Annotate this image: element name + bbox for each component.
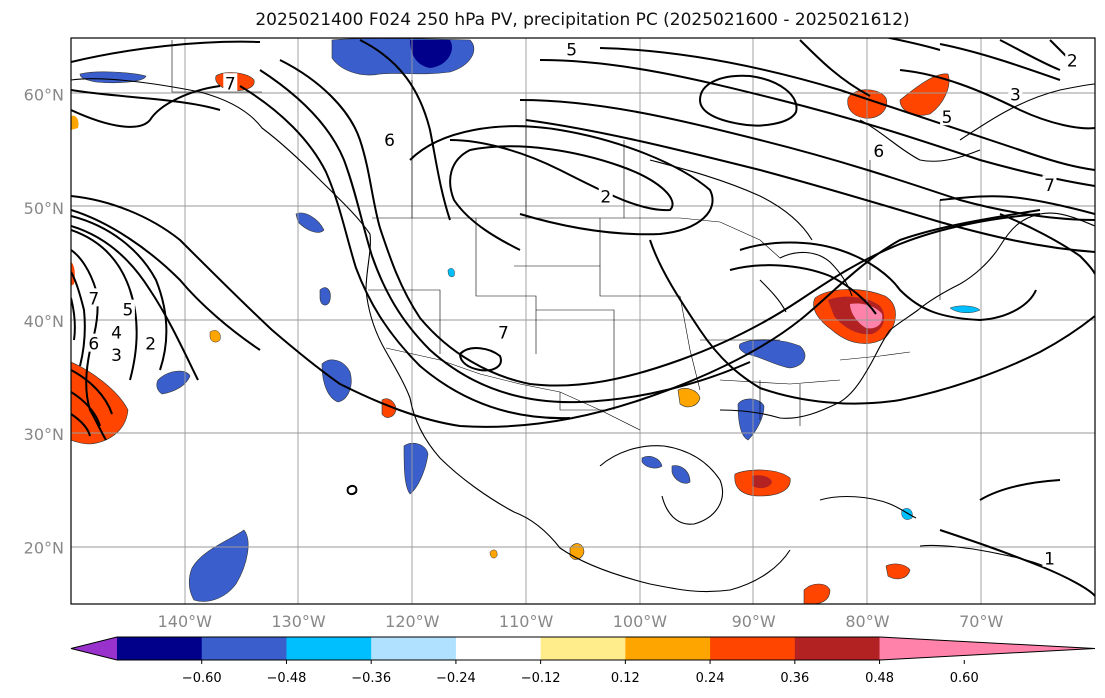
contour-label-background [1042,175,1057,194]
colorbar-tick-label: 0.36 [780,671,809,686]
colorbar-tick-label: −0.12 [521,671,561,686]
contour-label-background [940,107,955,126]
contour-label-background [1042,548,1057,567]
contour-label-background [382,129,397,148]
precip-negative-areas [79,38,981,602]
lat-tick-label: 30°N [24,425,64,444]
lat-tick-label: 60°N [24,86,64,105]
contour-label-background [564,39,579,58]
contour-label-background [109,322,124,341]
lat-tick-label: 50°N [24,199,64,218]
contour-label: 7 [225,74,236,94]
map-title: 2025021400 F024 250 hPa PV, precipitatio… [255,10,910,30]
contour-label: 3 [111,346,122,366]
contour-label-background [1065,50,1080,69]
coastlines [71,78,1095,593]
contour-label-background [1008,84,1023,103]
contour-label: 1 [1044,550,1055,570]
contour-label-background [496,322,511,341]
colorbar-tick-label: −0.24 [436,671,476,686]
colorbar-tick-label: 0.60 [950,671,979,686]
colorbar-segment [710,637,796,660]
contour-label: 7 [88,289,99,309]
latitude-labels: 60°N 50°N 40°N 30°N 20°N [24,86,64,558]
contour-label-background [143,333,158,352]
contour-label: 4 [111,323,122,343]
colorbar-tick-label: 0.24 [696,671,725,686]
contour-label-background [120,299,135,318]
contour-label: 5 [566,40,577,60]
lat-tick-label: 20°N [24,538,64,557]
contour-label: 6 [873,142,884,162]
lon-tick-label: 70°W [959,612,1003,631]
contour-label-background [86,333,101,352]
colorbar-segment [201,637,287,660]
colorbar-segment [540,637,626,660]
colorbar-extend-low [71,637,117,660]
colorbar-tick-label: 0.12 [611,671,640,686]
lon-tick-label: 130°W [271,612,326,631]
contour-label: 3 [1010,86,1021,106]
contour-label-background [598,186,613,205]
colorbar-tick-label: 0.48 [865,671,894,686]
colorbar: −0.60 −0.48 −0.36 −0.24 −0.12 0.12 0.24 0.36 0.4… [70,636,1096,686]
colorbar-tick-label: −0.48 [267,671,307,686]
contour-label: 5 [942,108,953,128]
contour-label: 7 [498,323,509,343]
contour-label: 2 [145,335,156,355]
colorbar-tick-label: −0.36 [351,671,391,686]
colorbar-segment [455,637,542,660]
colorbar-segment [625,637,711,660]
map-background [71,38,1095,604]
colorbar-outline [70,636,1096,661]
longitude-labels: 140°W 130°W 120°W 110°W 100°W 90°W 80°W 70°W [158,612,1004,631]
contour-label-background [109,344,124,363]
lon-tick-label: 90°W [732,612,776,631]
contour-label: 2 [600,187,611,207]
political-borders [171,40,941,431]
contour-label: 7 [1044,176,1055,196]
lon-tick-label: 110°W [499,612,554,631]
contour-label: 2 [1067,52,1078,72]
lon-tick-label: 80°W [845,612,889,631]
map-border [70,37,1096,605]
contour-label: 5 [122,301,133,321]
pv-contours [71,38,1095,597]
contour-label-background [223,73,238,92]
contour-label-background [871,141,886,160]
colorbar-segment [286,637,372,660]
lon-tick-label: 140°W [158,612,213,631]
lon-tick-label: 120°W [385,612,440,631]
colorbar-segment [117,637,203,660]
colorbar-segment [371,637,457,660]
colorbar-extend-high [879,637,1095,660]
contour-label: 6 [384,131,395,151]
colorbar-tick-label: −0.60 [182,671,222,686]
contour-label-background [86,288,101,307]
contour-label: 6 [88,335,99,355]
colorbar-segment [794,637,881,660]
lon-tick-label: 100°W [613,612,668,631]
lat-tick-label: 40°N [24,312,64,331]
